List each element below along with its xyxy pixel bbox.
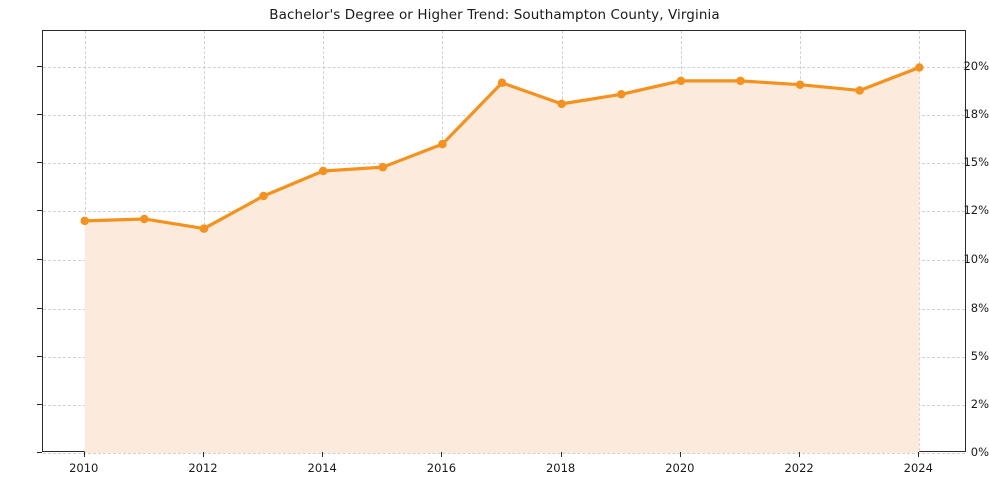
gridline-horizontal: [43, 67, 965, 69]
x-tick-label: 2024: [903, 461, 933, 475]
data-point-marker: 2024: 20.1%: [915, 63, 924, 72]
data-point-marker: 2012: 11.7%: [199, 224, 209, 233]
data-point-marker: 2011: 12.2%: [140, 214, 149, 224]
y-tick-mark: [37, 452, 42, 453]
data-point-marker: 2021: 19.4%: [736, 76, 745, 86]
x-tick-label: 2016: [426, 461, 457, 475]
data-point-marker: 2020: 19.4%: [676, 76, 686, 86]
data-point-marker: 2010: 12.1%: [80, 216, 89, 226]
area-line-series: 2010: 12.1% 2011: 12.2% 2012: 11.7% 2013: 1…: [80, 63, 924, 454]
data-point-marker: 2014: 14.7%: [318, 166, 328, 176]
data-point-marker: 2018: 18.2%: [557, 99, 566, 109]
data-point-marker: 2013: 13.4%: [259, 191, 268, 201]
gridline-horizontal: [43, 453, 965, 454]
x-tick-label: 2010: [69, 461, 99, 475]
plot-area: 2010: 12.1% 2011: 12.2% 2012: 11.7% 2013: 1…: [42, 30, 966, 454]
data-point-marker: 2015: 14.9%: [378, 162, 388, 172]
data-point-marker: 2023: 18.9%: [855, 86, 864, 95]
chart-title: Bachelor's Degree or Higher Trend: South…: [269, 7, 720, 23]
x-tick-label: 2012: [188, 461, 218, 475]
x-tick-label: 2022: [784, 461, 814, 475]
x-tick-label: 2018: [545, 461, 576, 475]
data-point-marker: 2017: 19.3%: [497, 78, 507, 88]
data-point-marker: 2019: 18.7%: [616, 90, 626, 99]
area-fill: [84, 67, 920, 454]
x-tick-label: 2014: [307, 461, 337, 475]
data-point-marker: 2016: 16.1%: [438, 139, 447, 149]
plot-inner: 2010: 12.1% 2011: 12.2% 2012: 11.7% 2013: 1…: [43, 31, 965, 454]
gridline-vertical: [919, 31, 921, 451]
data-point-marker: 2022: 19.2%: [795, 80, 805, 89]
x-tick-label: 2020: [665, 461, 695, 475]
